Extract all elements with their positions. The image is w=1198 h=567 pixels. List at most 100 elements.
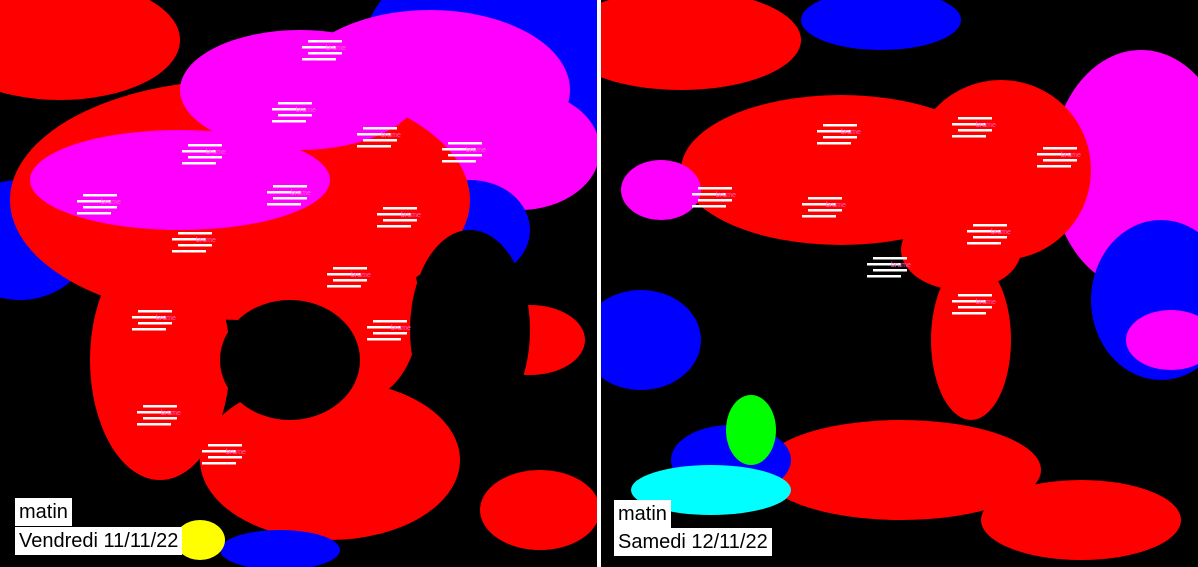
- fog-line: [182, 162, 216, 165]
- fog-line: [377, 225, 411, 228]
- fog-symbol: brume: [202, 444, 246, 465]
- fog-symbol: brume: [952, 117, 996, 138]
- fog-line: [132, 328, 166, 331]
- fog-line: [172, 250, 206, 253]
- fog-line: [357, 145, 391, 148]
- fog-symbol: brume: [132, 310, 176, 331]
- fog-line: [182, 150, 216, 153]
- fog-symbol: brume: [367, 320, 411, 341]
- fog-line: [698, 199, 732, 202]
- fog-line: [958, 129, 992, 132]
- fog-line: [817, 142, 851, 145]
- fog-symbol: brume: [172, 232, 216, 253]
- fog-line: [272, 120, 306, 123]
- fog-symbol: brume: [327, 267, 371, 288]
- fog-line: [83, 206, 117, 209]
- fog-symbol: brume: [272, 102, 316, 123]
- fog-symbol: brume: [137, 405, 181, 426]
- fog-label: brume: [156, 315, 176, 322]
- fog-symbol: brume: [802, 197, 846, 218]
- fog-line: [823, 124, 857, 127]
- fog-line: [817, 130, 851, 133]
- fog-label: brume: [351, 272, 371, 279]
- fog-line: [973, 224, 1007, 227]
- fog-line: [308, 40, 342, 43]
- satellite-panel: brume brume brume brume brume brume brume brume…: [0, 0, 597, 567]
- fog-label: brume: [196, 237, 216, 244]
- fog-line: [267, 191, 301, 194]
- fog-symbol: brume: [442, 142, 486, 163]
- fog-label: brume: [226, 449, 246, 456]
- fog-line: [377, 213, 411, 216]
- fog-symbol: brume: [1037, 147, 1081, 168]
- fog-line: [692, 205, 726, 208]
- fog-line: [448, 154, 482, 157]
- fog-line: [272, 108, 306, 111]
- fog-line: [952, 300, 986, 303]
- fog-line: [383, 219, 417, 222]
- fog-line: [958, 117, 992, 120]
- period-label: matin: [15, 498, 72, 526]
- fog-line: [333, 267, 367, 270]
- fog-symbol: brume: [357, 127, 401, 148]
- fog-symbol: brume: [817, 124, 861, 145]
- fog-symbol: brume: [967, 224, 1011, 245]
- fog-label: brume: [466, 147, 486, 154]
- fog-symbol: brume: [952, 294, 996, 315]
- fog-line: [967, 242, 1001, 245]
- fog-label: brume: [291, 190, 311, 197]
- fog-line: [278, 114, 312, 117]
- fog-line: [367, 338, 401, 341]
- fog-line: [967, 230, 1001, 233]
- fog-line: [143, 417, 177, 420]
- fog-line: [143, 405, 177, 408]
- fog-line: [77, 212, 111, 215]
- fog-line: [823, 136, 857, 139]
- fog-line: [308, 52, 342, 55]
- fog-line: [873, 269, 907, 272]
- satellite-image: brume brume brume brume brume brume brume brume: [601, 0, 1198, 560]
- fog-line: [1037, 165, 1071, 168]
- fog-line: [373, 332, 407, 335]
- fog-line: [808, 209, 842, 212]
- fog-line: [188, 156, 222, 159]
- fog-line: [952, 312, 986, 315]
- fog-line: [302, 58, 336, 61]
- fog-line: [138, 322, 172, 325]
- fog-line: [77, 200, 111, 203]
- fog-label: brume: [991, 229, 1011, 236]
- fog-line: [202, 462, 236, 465]
- fog-label: brume: [381, 132, 401, 139]
- fog-line: [367, 326, 401, 329]
- fog-line: [327, 273, 361, 276]
- fog-label: brume: [401, 212, 421, 219]
- fog-line: [208, 456, 242, 459]
- fog-line: [363, 139, 397, 142]
- fog-line: [1037, 153, 1071, 156]
- fog-line: [1043, 159, 1077, 162]
- fog-line: [802, 203, 836, 206]
- fog-label: brume: [826, 202, 846, 209]
- fog-line: [363, 127, 397, 130]
- satellite-image: brume brume brume brume brume brume brume brume…: [0, 0, 597, 567]
- fog-line: [958, 306, 992, 309]
- fog-line: [442, 160, 476, 163]
- fog-label: brume: [716, 192, 736, 199]
- date-label: Vendredi 11/11/22: [15, 527, 183, 555]
- fog-label: brume: [326, 45, 346, 52]
- fog-line: [808, 197, 842, 200]
- period-label: matin: [614, 500, 671, 528]
- fog-line: [172, 238, 206, 241]
- fog-label: brume: [161, 410, 181, 417]
- fog-line: [692, 193, 726, 196]
- fog-label: brume: [841, 129, 861, 136]
- fog-line: [357, 133, 391, 136]
- fog-line: [698, 187, 732, 190]
- fog-symbol: brume: [77, 194, 121, 215]
- fog-line: [132, 316, 166, 319]
- fog-label: brume: [206, 149, 226, 156]
- fog-line: [958, 294, 992, 297]
- date-label: Samedi 12/11/22: [614, 528, 772, 556]
- fog-symbol: brume: [867, 257, 911, 278]
